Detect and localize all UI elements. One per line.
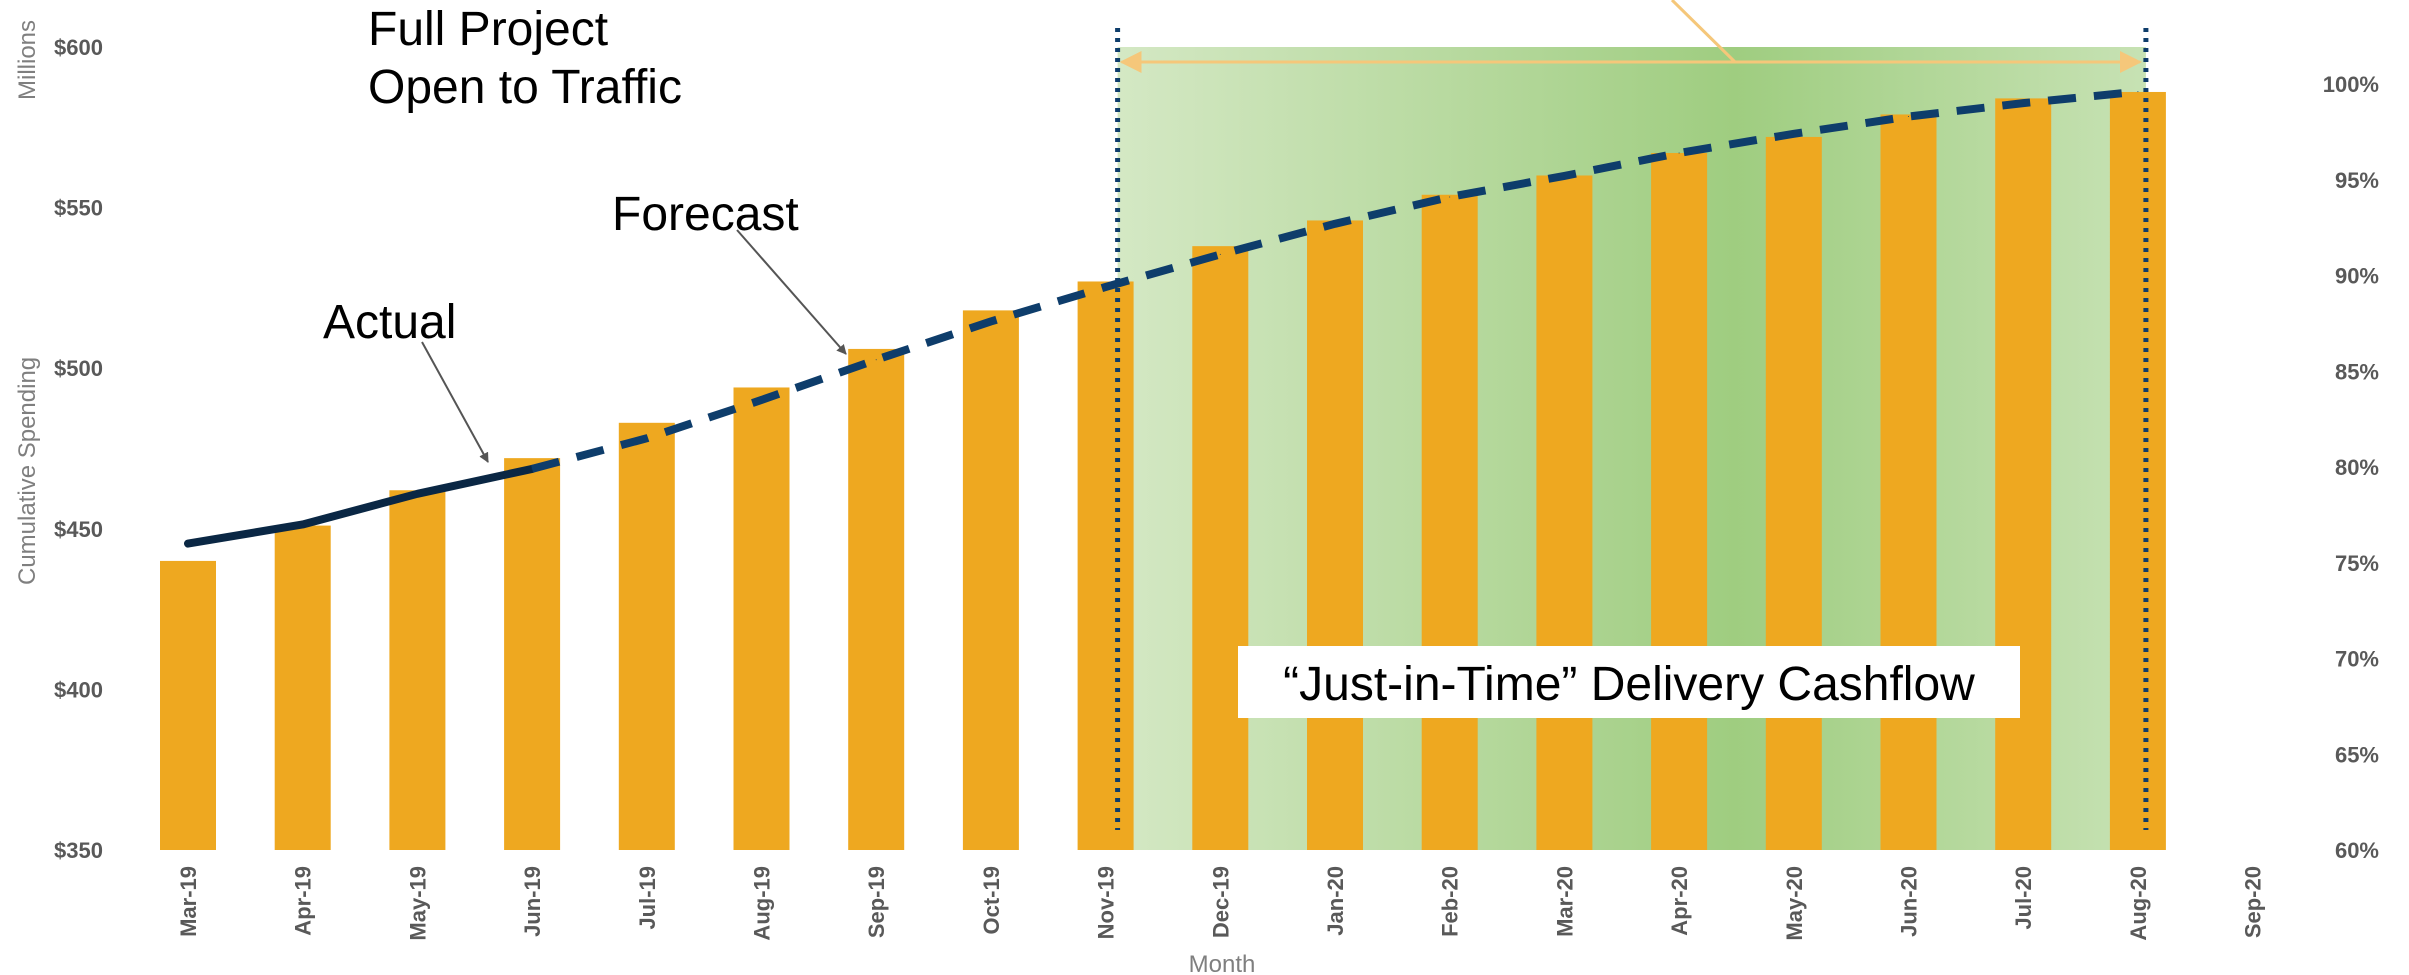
y-tick-label: $550 — [54, 196, 103, 221]
y2-tick-label: 95% — [2335, 168, 2379, 193]
bar-jul-19 — [618, 422, 675, 850]
spending-bars — [160, 91, 2166, 851]
forecast-point-8 — [1449, 196, 1451, 198]
x-tick-label: Aug-19 — [750, 866, 775, 941]
forecast-label: Forecast — [612, 188, 799, 241]
full-project-annotation: Full Project Open to Traffic — [368, 3, 682, 114]
bar-dec-19 — [1192, 246, 1249, 851]
y-tick-label: $450 — [54, 517, 103, 542]
bar-nov-19 — [1077, 281, 1134, 850]
x-axis-ticks: Mar-19 Apr-19 May-19 Jun-19 Jul-19 Aug-19 Sep-… — [176, 866, 2266, 941]
y-axis-ticks: $350 $400 $450 $500 $550 $600 — [54, 35, 103, 863]
forecast-point-13 — [2022, 102, 2024, 104]
x-tick-label: Mar-19 — [176, 866, 201, 937]
forecast-point-5 — [1105, 286, 1107, 288]
forecast-point-7 — [1334, 223, 1336, 225]
forecast-point-12 — [1908, 116, 1909, 118]
bar-may-19 — [389, 490, 446, 850]
forecast-point-14 — [2137, 91, 2139, 93]
y2-tick-label: 65% — [2335, 742, 2379, 767]
bar-mar-20 — [1536, 175, 1593, 851]
bar-feb-20 — [1421, 194, 1478, 850]
actual-point-2 — [416, 493, 418, 495]
x-tick-label: Feb-20 — [1438, 866, 1463, 937]
bar-jul-20 — [1995, 98, 2052, 851]
x-tick-label: Dec-19 — [1208, 866, 1233, 938]
y-axis-unit-label: Millions — [14, 20, 41, 100]
x-axis-title: Month — [1189, 951, 1256, 975]
y2-tick-label: 85% — [2335, 359, 2379, 384]
x-tick-label: Sep-19 — [864, 866, 889, 938]
actual-point-1 — [302, 523, 304, 525]
percent-lines — [184, 87, 2139, 548]
y2-tick-label: 100% — [2323, 72, 2379, 97]
x-tick-label: Jul-20 — [2011, 866, 2036, 930]
banner-box — [1238, 646, 2020, 718]
forecast-point-11 — [1793, 133, 1795, 135]
bar-jan-20 — [1307, 220, 1363, 850]
y-tick-label: $350 — [54, 838, 103, 863]
actual-line — [184, 464, 537, 548]
forecast-point-4 — [990, 320, 992, 322]
forecast-point-2 — [761, 399, 762, 401]
forecast-point-10 — [1678, 152, 1680, 154]
forecast-point-3 — [875, 359, 877, 361]
actual-point-0 — [187, 543, 189, 545]
region-markers — [1115, 0, 2149, 830]
bar-aug-20 — [2109, 91, 2166, 850]
forecast-point-6 — [1219, 253, 1221, 255]
x-tick-label: Sep-20 — [2241, 866, 2266, 938]
y2-tick-label: 75% — [2335, 551, 2379, 576]
delivery-cashflow-banner: “Just-in-Time” Delivery Cashflow — [1238, 646, 2020, 718]
bar-jun-19 — [504, 458, 561, 850]
x-tick-label: Jun-19 — [520, 866, 545, 937]
actual-label: Actual — [323, 296, 456, 349]
y2-tick-label: 70% — [2335, 647, 2379, 672]
bar-aug-19 — [733, 387, 790, 850]
x-tick-label: May-19 — [405, 866, 430, 941]
bar-jun-20 — [1880, 114, 1937, 850]
bar-apr-19 — [274, 525, 331, 850]
y-tick-label: $400 — [54, 677, 103, 702]
x-tick-label: May-20 — [1782, 866, 1807, 941]
y2-tick-label: 90% — [2335, 264, 2379, 289]
x-tick-label: Oct-19 — [979, 866, 1004, 934]
bar-oct-19 — [962, 310, 1019, 850]
region-callout-pointer — [1670, 0, 1737, 64]
y2-tick-label: 80% — [2335, 455, 2379, 480]
x-tick-label: Aug-20 — [2126, 866, 2151, 941]
x-tick-label: Mar-20 — [1552, 866, 1577, 937]
actual-pointer-arrow — [421, 341, 489, 463]
bar-may-20 — [1765, 136, 1822, 850]
y2-axis-ticks: 60% 65% 70% 75% 80% 85% 90% 95% 100% — [2323, 72, 2379, 863]
x-tick-label: Nov-19 — [1094, 866, 1119, 939]
shaded-region-fill — [1117, 47, 2146, 850]
x-tick-label: Jun-20 — [1897, 866, 1922, 937]
forecast-pointer-arrow — [736, 229, 847, 355]
x-tick-label: Jan-20 — [1323, 866, 1348, 936]
bar-sep-19 — [848, 348, 905, 850]
just-in-time-shaded-region — [1117, 47, 2146, 850]
forecast-point-1 — [646, 437, 648, 439]
bar-apr-20 — [1651, 152, 1708, 851]
bar-mar-19 — [160, 560, 216, 850]
forecast-point-0 — [531, 468, 533, 470]
y-tick-label: $500 — [54, 356, 103, 381]
y-tick-label: $600 — [54, 35, 103, 60]
y-axis-title: Cumulative Spending — [14, 357, 41, 585]
y2-tick-label: 60% — [2335, 838, 2379, 863]
forecast-point-9 — [1563, 175, 1565, 177]
x-tick-label: Apr-20 — [1667, 866, 1692, 936]
x-tick-label: Apr-19 — [291, 866, 316, 936]
banner-text: “Just-in-Time” Delivery Cashflow — [1283, 658, 1975, 711]
full-project-label-line1: Full Project — [368, 3, 608, 56]
full-project-label-line2: Open to Traffic — [368, 61, 682, 114]
x-tick-label: Jul-19 — [635, 866, 660, 930]
